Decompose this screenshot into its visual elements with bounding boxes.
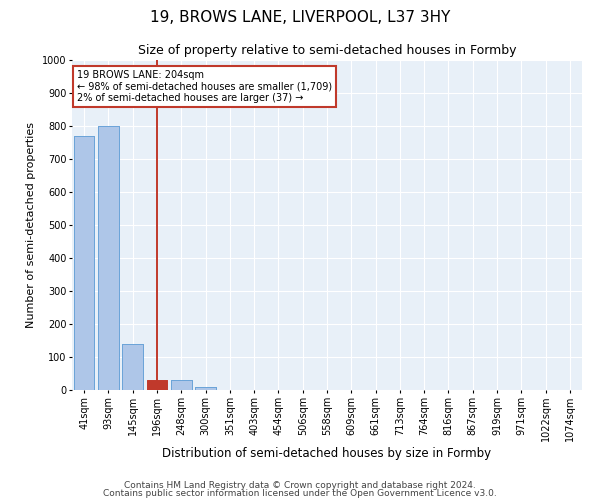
Bar xyxy=(98,126,119,390)
Text: Contains HM Land Registry data © Crown copyright and database right 2024.: Contains HM Land Registry data © Crown c… xyxy=(124,481,476,490)
X-axis label: Distribution of semi-detached houses by size in Formby: Distribution of semi-detached houses by … xyxy=(163,446,491,460)
Bar xyxy=(146,380,167,390)
Bar xyxy=(74,136,94,390)
Text: 19 BROWS LANE: 204sqm
← 98% of semi-detached houses are smaller (1,709)
2% of se: 19 BROWS LANE: 204sqm ← 98% of semi-deta… xyxy=(77,70,332,103)
Bar xyxy=(195,386,216,390)
Bar xyxy=(195,386,216,390)
Text: 19, BROWS LANE, LIVERPOOL, L37 3HY: 19, BROWS LANE, LIVERPOOL, L37 3HY xyxy=(150,10,450,25)
Bar xyxy=(122,344,143,390)
Bar xyxy=(98,126,119,390)
Bar xyxy=(146,380,167,390)
Bar xyxy=(171,380,191,390)
Bar xyxy=(74,136,94,390)
Bar xyxy=(122,344,143,390)
Title: Size of property relative to semi-detached houses in Formby: Size of property relative to semi-detach… xyxy=(138,44,516,58)
Text: Contains public sector information licensed under the Open Government Licence v3: Contains public sector information licen… xyxy=(103,488,497,498)
Bar xyxy=(171,380,191,390)
Y-axis label: Number of semi-detached properties: Number of semi-detached properties xyxy=(26,122,37,328)
